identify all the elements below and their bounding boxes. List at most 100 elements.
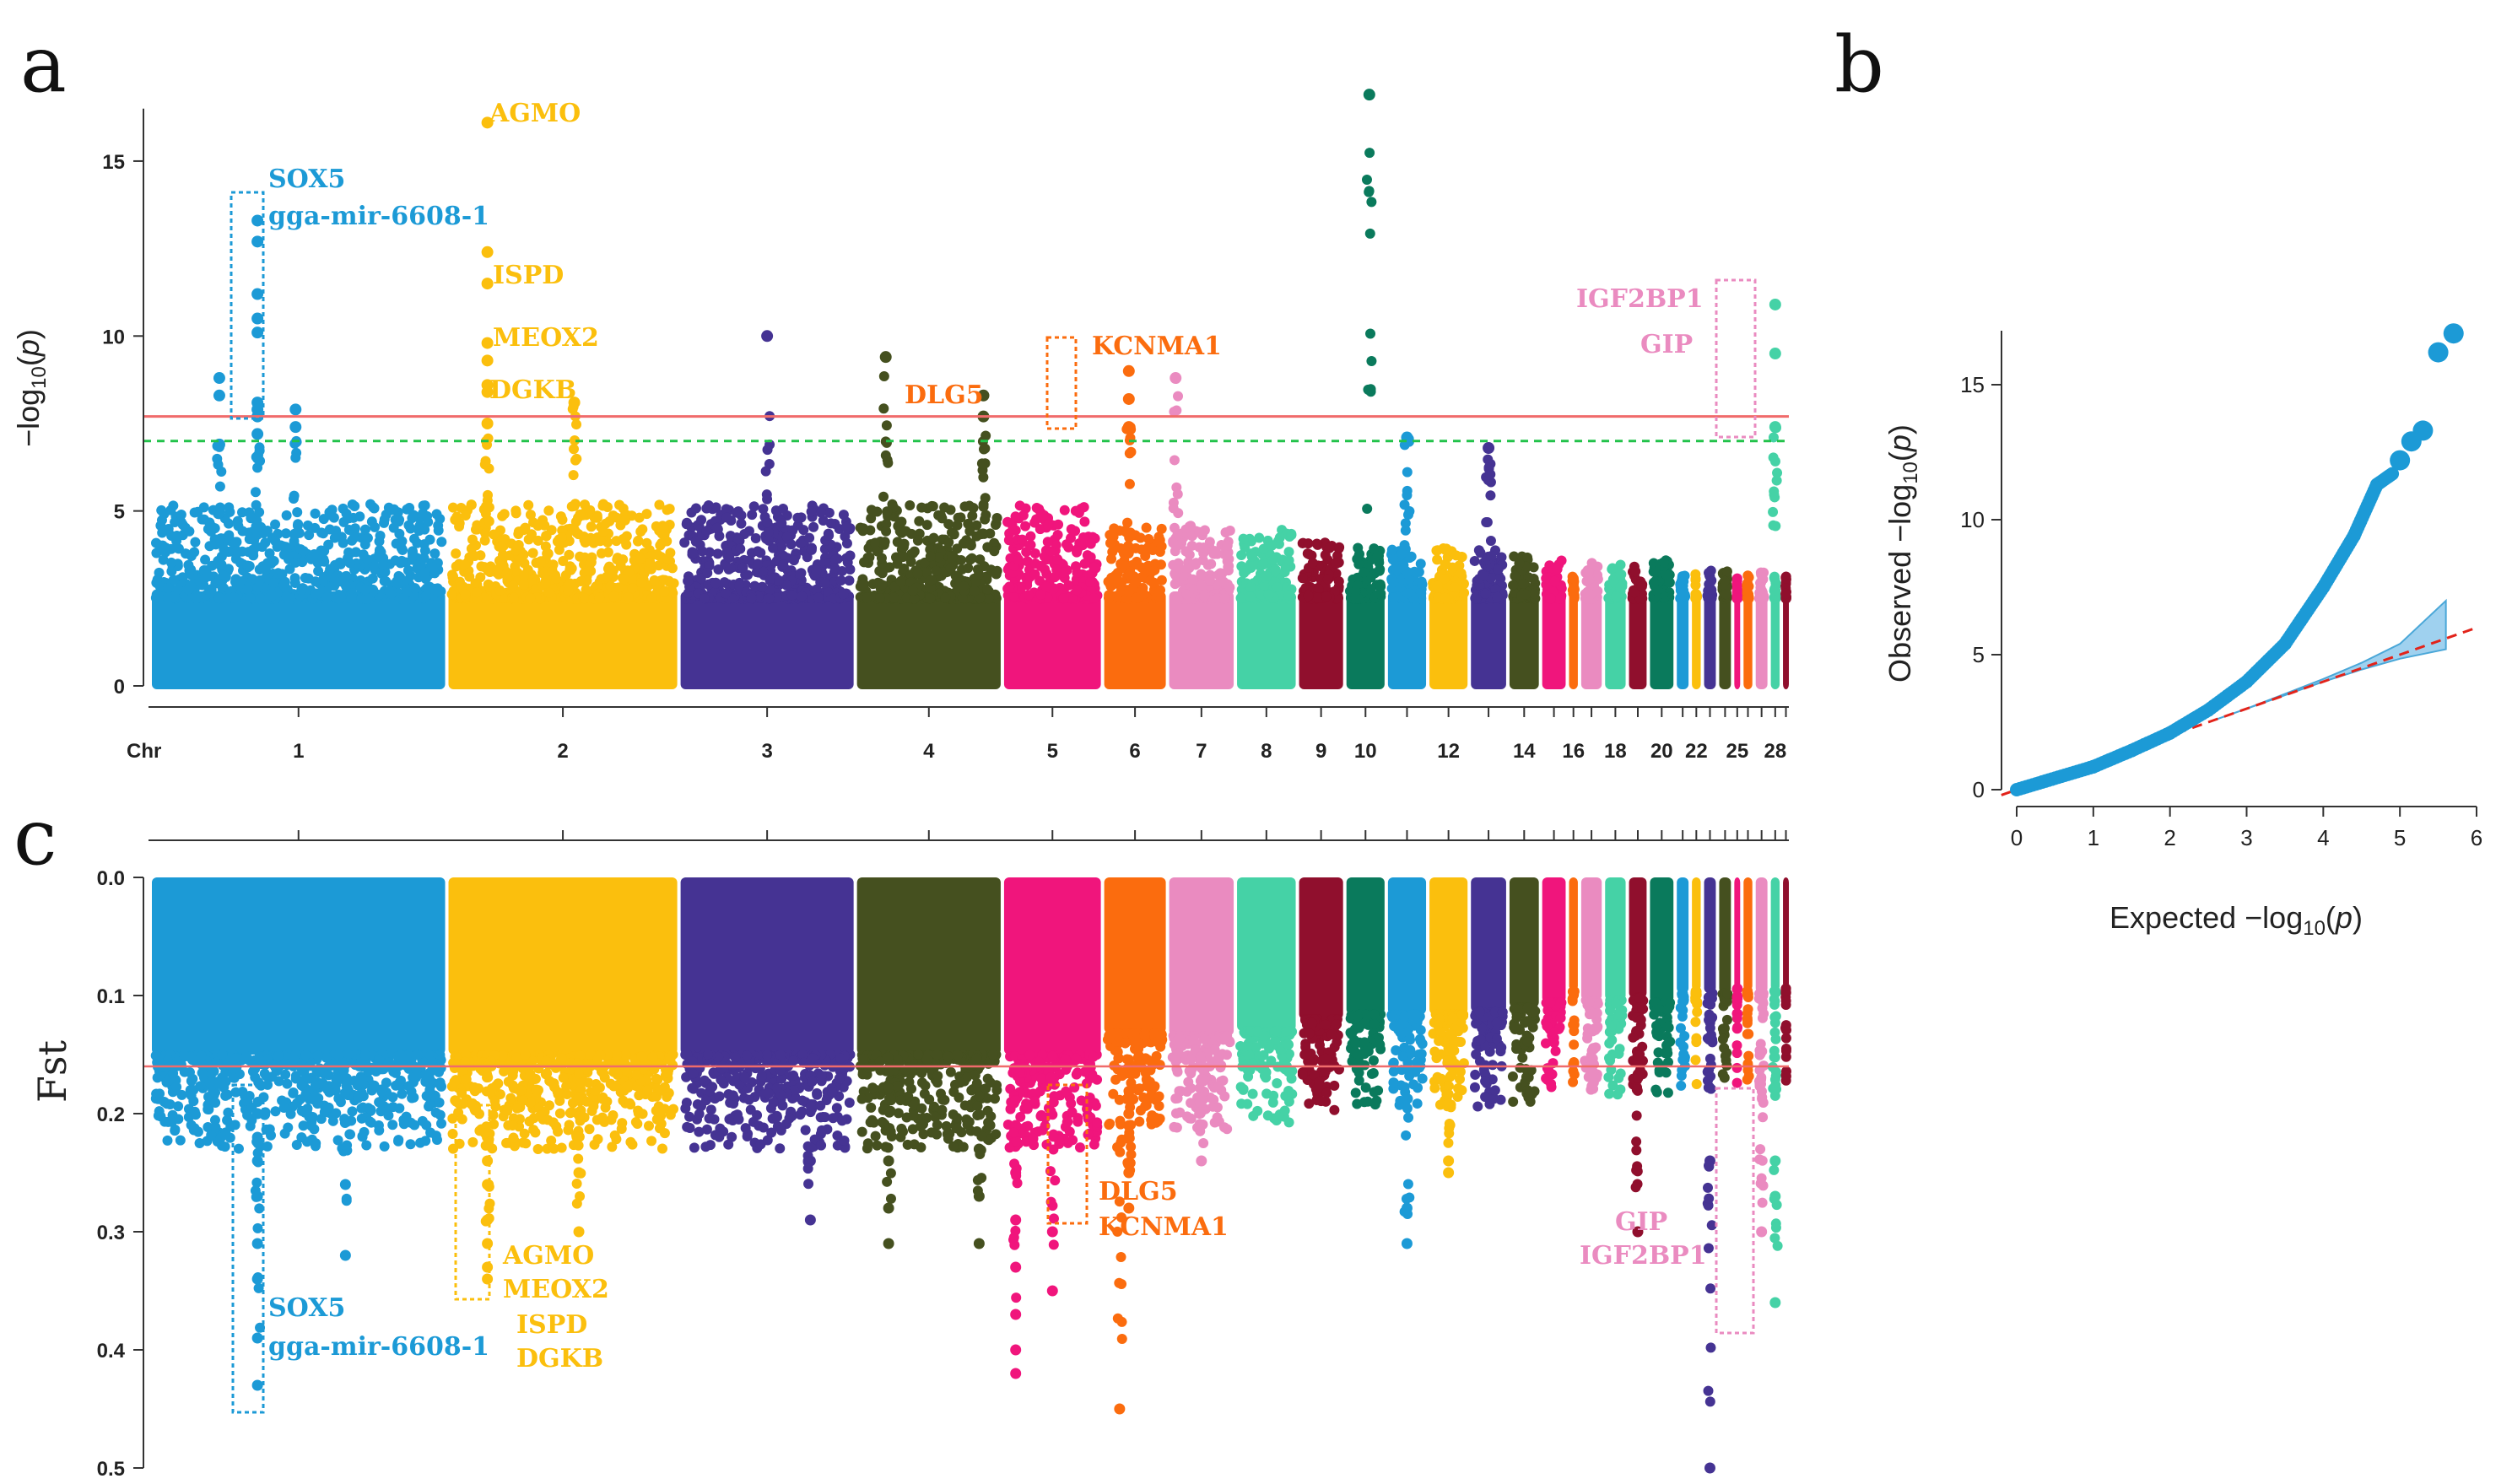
box-c-kcnma1 [1046,1083,1089,1225]
box-c-sox5 [231,1083,265,1414]
label-c-gip: GIP [1615,1207,1667,1237]
fst-chr-2 [446,877,679,1154]
gwas-x-tick-label: 18 [1604,740,1627,763]
label-meox2: MEOX2 [493,323,599,353]
fst-outlier-chr-5 [1045,1050,1061,1297]
gwas-chr-15 [1541,555,1567,689]
gwas-chr-25 [1731,573,1743,689]
fst-outlier-chr-7 [1194,1055,1209,1167]
gwas-chr-29 [1780,571,1792,689]
qq-x-tick-label: 3 [2240,825,2252,850]
fst-chr-20 [1648,877,1676,1098]
fst-chr-5 [1002,877,1103,1153]
fst-chr-23 [1702,877,1718,1093]
qq-y-axis-label: Observed −log10(p) [1883,424,1922,683]
gwas-chr-18 [1603,559,1628,689]
fst-chr-6 [1102,877,1168,1131]
gwas-chr-9 [1297,537,1345,689]
qq-x-tick-label: 5 [2394,825,2406,850]
label-gip-a: GIP [1640,330,1693,359]
qq-ci-band [2207,598,2447,723]
fst-y-tick-label: 0.2 [97,1104,125,1126]
fst-manhattan-plot: 0.0 0.1 0.2 0.3 0.4 0.5 Fst SOX5 gga-mir-6608… [30,830,1791,1481]
fst-chr-28 [1769,877,1781,1091]
qq-y-tick-label: 15 [1960,372,1985,397]
gwas-chr-8 [1235,525,1297,689]
fst-chr-17 [1580,877,1603,1095]
gwas-x-tick-label: 3 [761,740,772,763]
qq-points [2010,323,2464,796]
qq-x-axis-label: Expected −log10(p) [2110,900,2363,940]
label-sox5: SOX5 [268,165,345,194]
fst-outlier-chr-6 [1121,1063,1137,1214]
gwas-x-tick-label: 16 [1562,740,1585,763]
fst-y-axis-label: Fst [30,1039,75,1103]
gwas-chr-7 [1168,521,1235,689]
fst-chr-21 [1675,877,1690,1091]
fst-outlier-chr-11 [1399,1057,1415,1249]
gwas-gene-labels: SOX5 gga-mir-6608-1 AGMO ISPD MEOX2 DGKB… [230,99,1757,439]
gwas-chr-28 [1769,571,1781,689]
gwas-peak-chr-4 [975,389,991,540]
gwas-points [150,89,1792,689]
gwas-x-tick-label: 28 [1764,740,1786,763]
label-kcnma1: KCNMA1 [1092,332,1222,361]
fst-chr-8 [1235,877,1298,1128]
fst-outlier-chr-28 [1767,1061,1783,1309]
gwas-chr-4 [855,499,1002,689]
qq-x-tick-label: 4 [2317,825,2329,850]
label-c-ispd: ISPD [516,1310,587,1340]
gwas-peak-chr-1 [212,372,227,546]
gwas-chr-17 [1580,558,1603,689]
qq-axes: 0 5 10 15 0 1 2 3 4 5 6 [1960,331,2482,850]
qq-extreme-point [2390,450,2411,471]
fst-outlier-chr-2 [571,1050,586,1238]
label-dlg5: DLG5 [905,380,984,410]
gwas-chr-10 [1345,542,1386,689]
box-kcnma1 [1045,336,1078,430]
fst-chr-13 [1469,877,1508,1112]
gwas-x-tick-label: 10 [1354,740,1377,763]
gwas-x-tick-label: 8 [1261,740,1272,763]
fst-outlier-chr-5 [1008,1063,1023,1379]
qq-y-tick-label: 5 [1973,642,1985,667]
fst-chr-18 [1603,877,1628,1100]
gwas-chr-12 [1428,542,1470,689]
fst-chr-27 [1753,877,1769,1089]
qq-confidence-band [2207,598,2447,723]
gwas-x-tick-label: 6 [1129,740,1140,763]
fst-outlier-chr-3 [802,1052,818,1226]
gwas-chr-13 [1469,545,1508,689]
panel-label-c: c [14,792,57,882]
qq-point [2385,467,2400,481]
gwas-x-tick-label: 5 [1047,740,1058,763]
fst-chr-12 [1428,877,1469,1110]
gwas-y-tick-label: 10 [102,326,125,348]
label-c-agmo: AGMO [502,1241,594,1271]
gwas-chr-14 [1508,551,1541,689]
gwas-x-tick-label: 7 [1196,740,1207,763]
qq-x-tick-label: 2 [2164,825,2175,850]
qq-y-tick-label: 10 [1960,507,1985,532]
gwas-chr-1 [150,499,447,689]
qq-x-tick-label: 1 [2088,825,2099,850]
gwas-chr-2 [446,499,679,689]
fst-outlier-chr-1 [338,1060,353,1261]
gwas-x-tick-label: 14 [1513,740,1536,763]
gwas-x-tick-label: 4 [923,740,935,763]
fst-chr-3 [680,877,856,1154]
box-sox5 [230,191,265,420]
gwas-x-tick-label: 9 [1315,740,1326,763]
fst-gene-labels: SOX5 gga-mir-6608-1 AGMO MEOX2 ISPD DGKB… [231,1083,1755,1414]
fst-chr-14 [1507,877,1541,1107]
fst-chr-25 [1731,877,1743,1088]
label-agmo: AGMO [489,99,581,128]
fst-chr-22 [1690,877,1703,1089]
gwas-peak-chr-7 [1168,372,1184,551]
gwas-chr-22 [1690,569,1703,689]
gwas-y-tick-label: 15 [102,151,125,174]
fst-outlier-chr-27 [1754,1065,1769,1238]
label-c-dgkb: DGKB [516,1344,603,1373]
qq-y-tick-label: 0 [1973,777,1985,802]
